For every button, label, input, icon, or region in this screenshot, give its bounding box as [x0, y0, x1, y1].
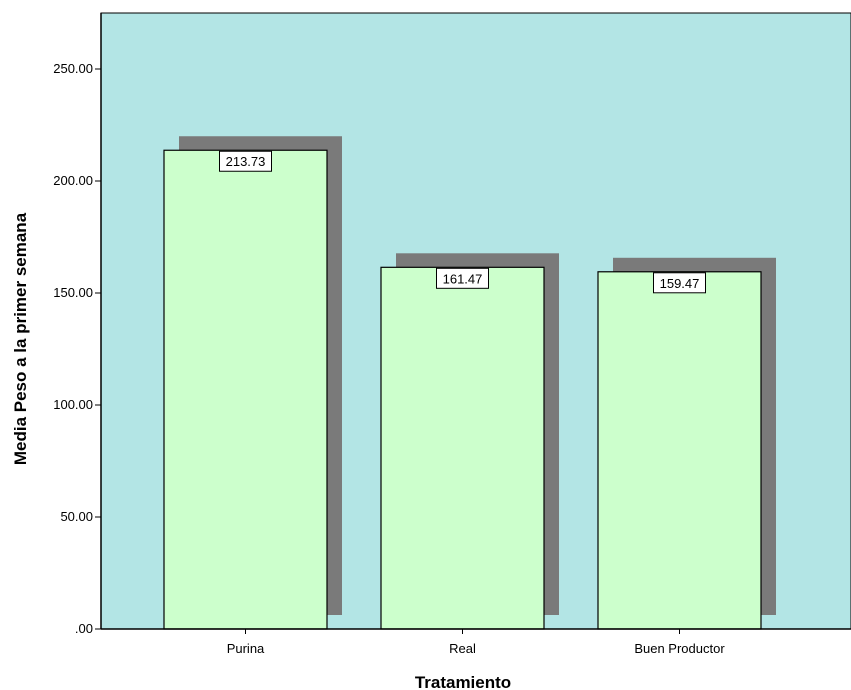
x-tick-label: Real — [449, 641, 476, 656]
y-tick-label: 200.00 — [53, 173, 93, 188]
x-tick-label: Purina — [227, 641, 265, 656]
y-axis-title: Media Peso a la primer semana — [11, 212, 30, 465]
axes-layer: .00 50.00 100.00 150.00 200.00 250.00 — [53, 13, 851, 636]
bars-layer: 213.73 Purina 161.47 Real 159.47 Buen Product… — [163, 136, 776, 656]
x-tick-label: Buen Productor — [634, 641, 725, 656]
data-label-box — [219, 150, 272, 172]
x-axis-title: Tratamiento — [415, 673, 511, 690]
y-tick-label: 50.00 — [60, 509, 93, 524]
data-label-box — [653, 272, 706, 294]
bar — [380, 266, 545, 630]
y-tick-label: 100.00 — [53, 397, 93, 412]
bar — [597, 271, 762, 630]
bar — [163, 149, 328, 630]
y-tick-label: .00 — [75, 621, 93, 636]
data-label: 213.73 — [226, 154, 266, 169]
data-label: 161.47 — [443, 271, 483, 286]
y-tick-label: 250.00 — [53, 61, 93, 76]
y-tick-label: 150.00 — [53, 285, 93, 300]
data-label-box — [436, 267, 489, 289]
data-label: 159.47 — [660, 276, 700, 291]
